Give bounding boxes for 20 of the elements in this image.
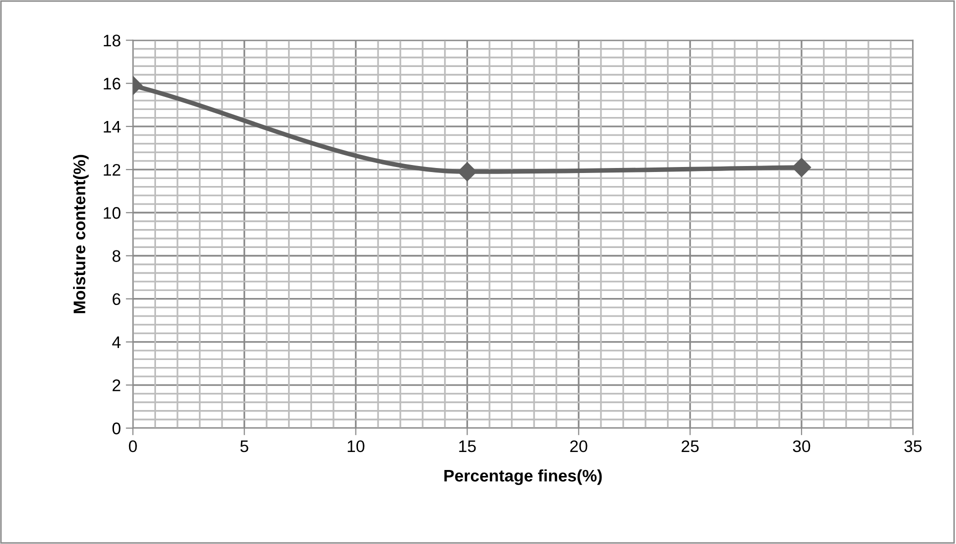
y-tick-label: 0	[112, 422, 120, 434]
x-tick-label: 20	[570, 440, 588, 452]
y-tick-label: 10	[104, 207, 120, 219]
y-tick-label: 16	[104, 78, 120, 90]
y-tick-label: 12	[104, 164, 120, 176]
x-axis-title: Percentage fines(%)	[444, 469, 602, 485]
y-tick-label: 2	[112, 379, 120, 392]
x-tick-label: 15	[459, 440, 476, 452]
y-tick-label: 14	[104, 121, 121, 132]
y-axis-title: Moisture content(%)	[73, 154, 89, 314]
x-tick-label: 25	[682, 440, 699, 452]
y-tick-label: 18	[104, 34, 120, 46]
y-tick-label: 4	[112, 336, 121, 348]
x-tick-label: 5	[240, 440, 248, 452]
y-tick-label: 8	[112, 250, 120, 262]
x-tick-label: 35	[904, 440, 922, 452]
x-tick-label: 0	[128, 440, 137, 452]
x-tick-label: 30	[792, 440, 810, 452]
y-tick-label: 6	[112, 293, 120, 306]
x-tick-label: 10	[348, 440, 364, 452]
